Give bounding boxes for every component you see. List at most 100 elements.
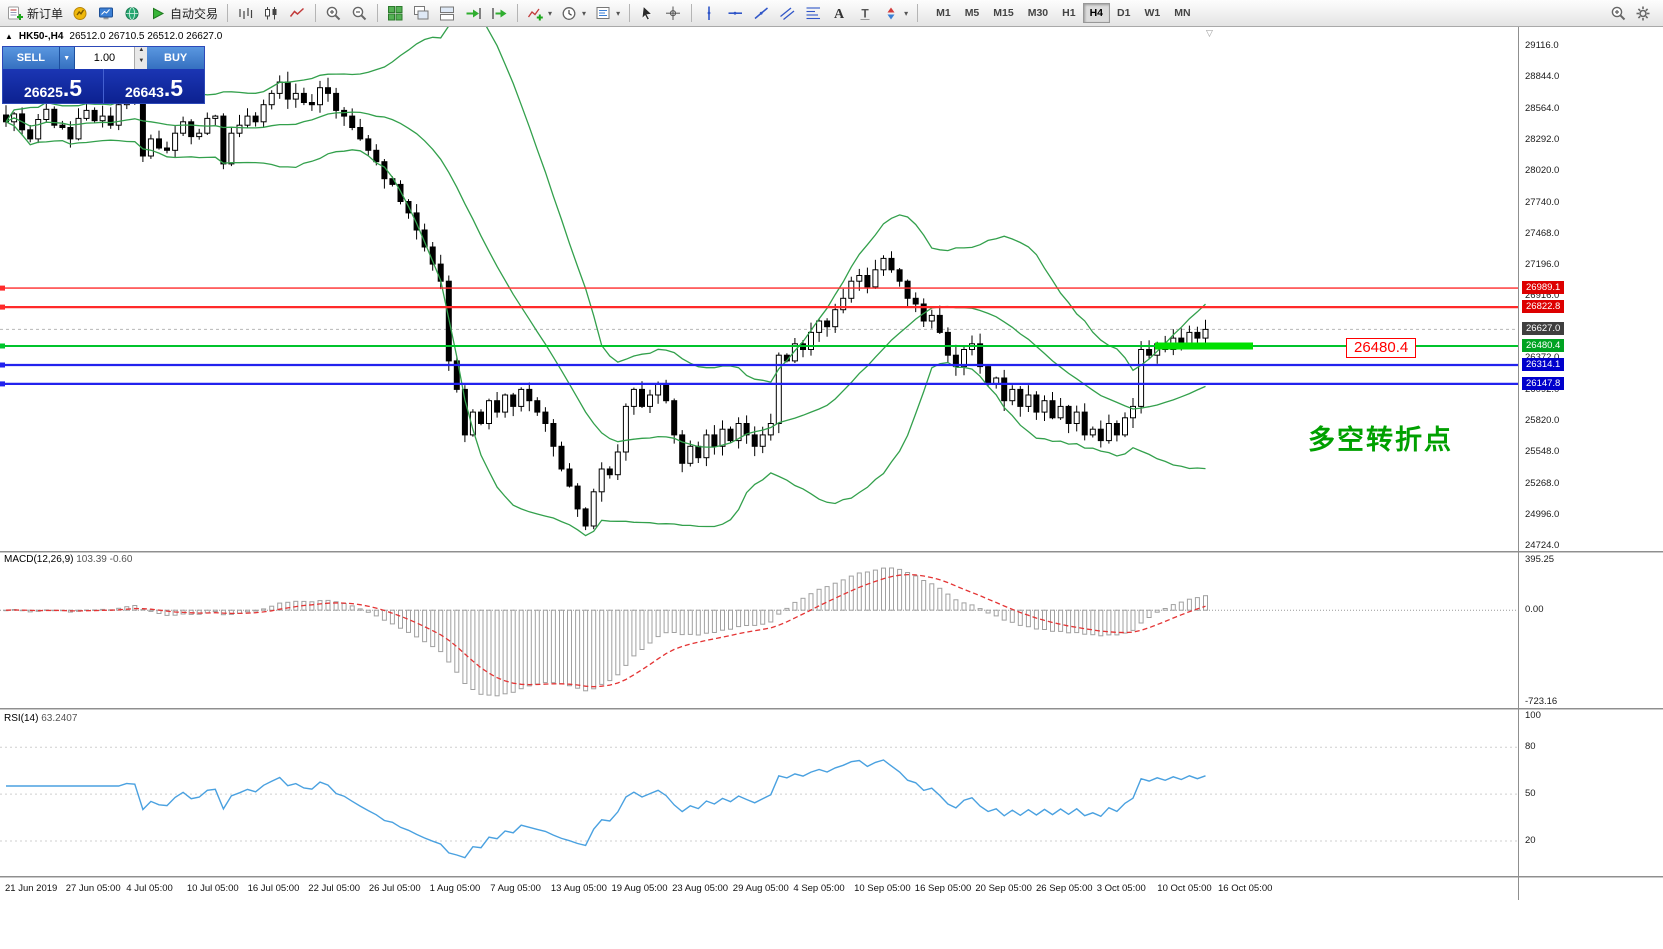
arrows-button[interactable]: ▾ — [879, 2, 912, 24]
candlestick-chart-button[interactable] — [259, 2, 284, 24]
price-axis-label: 395.25 — [1525, 554, 1555, 565]
time-axis-label: 23 Aug 05:00 — [672, 883, 729, 894]
auto-scroll-button[interactable] — [461, 2, 486, 24]
volume-input[interactable] — [74, 47, 135, 69]
spin-down-icon[interactable]: ▼ — [138, 58, 145, 64]
price-axis-label: 25268.0 — [1525, 478, 1560, 490]
community-button[interactable] — [120, 2, 145, 24]
new-order-icon — [7, 5, 24, 22]
toolbar-separator — [227, 4, 229, 22]
line-chart-button[interactable] — [285, 2, 310, 24]
time-axis-label: 7 Aug 05:00 — [490, 883, 541, 894]
market-watch-button[interactable] — [94, 2, 119, 24]
time-axis-label: 1 Aug 05:00 — [429, 883, 481, 894]
level-anchor — [0, 362, 5, 368]
trendline-icon — [753, 5, 770, 22]
timeframe-group: M1 M5 M15 M30 H1 H4 D1 W1 MN — [929, 3, 1197, 23]
templates-button[interactable]: ▾ — [591, 2, 624, 24]
timeframe-m5[interactable]: M5 — [964, 7, 980, 19]
text-label-button[interactable]: T — [853, 2, 878, 24]
volume-spinner[interactable]: ▲ ▼ — [134, 47, 148, 69]
timeframe-mn[interactable]: MN — [1174, 7, 1191, 19]
order-type-dropdown[interactable]: ▼ — [59, 47, 75, 69]
signals-button[interactable] — [68, 2, 93, 24]
timeframe-d1[interactable]: D1 — [1117, 7, 1131, 19]
chart-window: ▲ HK50-,H4 26512.0 26710.5 26512.0 26627… — [0, 27, 1663, 949]
horizontal-line-button[interactable] — [723, 2, 748, 24]
svg-text:A: A — [834, 7, 845, 22]
new-order-button[interactable]: 新订单 — [3, 2, 67, 24]
buy-price-main: 26643 — [124, 84, 164, 100]
tiles-icon — [387, 5, 404, 22]
panel-separator[interactable] — [0, 551, 1663, 553]
dropdown-arrow-icon: ▾ — [904, 8, 909, 18]
time-axis-label: 26 Jul 05:00 — [368, 883, 421, 894]
toolbar-separator — [315, 4, 317, 22]
price-axis-label: 27468.0 — [1525, 227, 1560, 239]
price-axis-label: 26916.0 — [1525, 290, 1560, 302]
cursor-button[interactable] — [635, 2, 660, 24]
price-level-callout: 26480.4 — [1346, 338, 1417, 358]
dropdown-arrow-icon: ▾ — [582, 8, 587, 18]
time-axis-label: 4 Jul 05:00 — [126, 883, 173, 894]
panel-separator[interactable] — [0, 708, 1663, 710]
fibonacci-button[interactable] — [801, 2, 826, 24]
sell-price-pips: .5 — [62, 75, 83, 102]
price-axis: 29116.0 28844.0 28564.0 28292.0 28020.0 27740… — [1519, 27, 1663, 949]
sell-price[interactable]: 26625 .5 — [3, 69, 103, 103]
zoom-in-button[interactable] — [321, 2, 346, 24]
macd-panel[interactable] — [0, 552, 1518, 710]
buy-price-pips: .5 — [163, 75, 184, 102]
crosshair-icon — [665, 5, 682, 22]
price-tag: 26147.8 — [1522, 376, 1565, 390]
chart-shift-button[interactable] — [487, 2, 512, 24]
bar-chart-button[interactable] — [233, 2, 258, 24]
autotrading-button[interactable]: 自动交易 — [146, 2, 222, 24]
periods-button[interactable]: ▾ — [557, 2, 590, 24]
play-icon — [150, 5, 167, 22]
signals-icon — [72, 5, 89, 22]
timeframe-h4[interactable]: H4 — [1082, 3, 1111, 23]
buy-button[interactable]: BUY — [147, 47, 205, 69]
price-axis-label: 26372.0 — [1525, 352, 1559, 363]
spin-up-icon[interactable]: ▲ — [138, 47, 145, 53]
autotrading-label: 自动交易 — [170, 6, 219, 21]
crosshair-button[interactable] — [661, 2, 686, 24]
tile-windows-button[interactable] — [383, 2, 408, 24]
timeframe-w1[interactable]: W1 — [1144, 7, 1161, 19]
price-axis-label: 24996.0 — [1525, 509, 1560, 521]
buy-price[interactable]: 26643 .5 — [103, 69, 204, 103]
timeframe-h1[interactable]: H1 — [1062, 7, 1076, 19]
arrange-windows-button[interactable] — [435, 2, 460, 24]
chart-shift-marker-icon[interactable]: ▽ — [1206, 28, 1213, 38]
toolbar-right-group — [1606, 2, 1656, 24]
cascade-windows-button[interactable] — [409, 2, 434, 24]
vertical-line-button[interactable] — [697, 2, 722, 24]
settings-button[interactable] — [1631, 2, 1656, 24]
sell-button[interactable]: SELL — [3, 47, 60, 69]
timeframe-m1[interactable]: M1 — [936, 7, 951, 19]
rsi-panel[interactable] — [0, 710, 1518, 878]
text-button[interactable]: A — [827, 2, 852, 24]
price-tag: 26627.0 — [1522, 322, 1565, 336]
magnifier-button[interactable] — [1606, 2, 1631, 24]
timeframe-m30[interactable]: M30 — [1027, 7, 1049, 19]
time-axis-label: 10 Sep 05:00 — [854, 883, 911, 894]
price-axis-label: 80 — [1525, 741, 1536, 753]
indicators-button[interactable]: ▾ — [523, 2, 556, 24]
main-price-chart[interactable] — [0, 27, 1518, 552]
zoom-out-button[interactable] — [347, 2, 372, 24]
collapse-arrow-icon[interactable]: ▲ — [5, 32, 13, 41]
price-axis-label: 50 — [1525, 788, 1536, 800]
equidistant-channel-button[interactable] — [775, 2, 800, 24]
svg-text:T: T — [861, 6, 869, 20]
timeframe-m15[interactable]: M15 — [993, 7, 1014, 19]
panel-separator[interactable] — [0, 876, 1663, 878]
rsi-label: RSI(14) 63.2407 — [4, 713, 77, 724]
time-axis-label: 27 Jun 05:00 — [65, 883, 121, 894]
dropdown-arrow-icon: ▾ — [548, 8, 553, 18]
price-axis-label: 25548.0 — [1525, 446, 1560, 458]
macd-name: MACD(12,26,9) — [4, 554, 74, 565]
bollinger-lower-band — [5, 121, 1206, 537]
trendline-button[interactable] — [749, 2, 774, 24]
